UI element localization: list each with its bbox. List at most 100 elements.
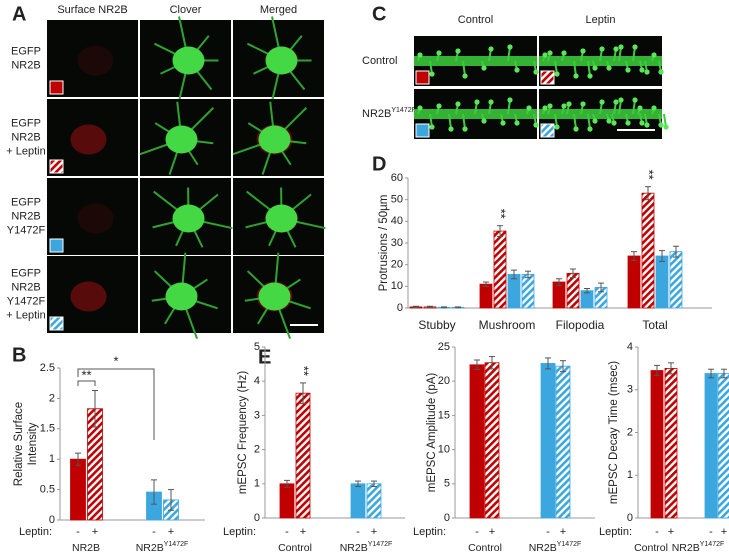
spine-head (436, 50, 442, 56)
spine-head (618, 97, 624, 103)
spine-head (613, 99, 619, 105)
y-tick-label: 1 (49, 453, 55, 465)
x-tick-label: + (668, 526, 674, 538)
x-tick-label: + (168, 526, 174, 538)
spine-head (599, 99, 605, 105)
bar (650, 370, 664, 519)
spine-head (547, 50, 553, 56)
error-bar (168, 489, 174, 511)
bar (279, 483, 295, 519)
error-bar (474, 359, 480, 371)
column-header: Leptin (586, 14, 616, 26)
spine-head (561, 50, 567, 56)
spine-head (618, 44, 624, 50)
spine-head (417, 105, 423, 111)
y-tick-label: 10 (391, 280, 403, 292)
spine-head (514, 67, 520, 73)
error-bar (570, 268, 576, 279)
bar (566, 272, 580, 309)
significance: ** (297, 366, 312, 376)
column-header: Clover (170, 4, 202, 16)
spine-head (554, 71, 560, 77)
x-tick-label: + (92, 526, 98, 538)
soma (172, 46, 205, 75)
spine-head (639, 67, 645, 73)
spine-head (481, 118, 487, 124)
row-label: EGFP (11, 196, 41, 208)
error-bar (75, 452, 81, 466)
error-bar (673, 245, 679, 258)
spine-head (507, 97, 513, 103)
bar (552, 281, 566, 309)
condition-swatch (49, 80, 64, 95)
error-bar (413, 305, 419, 309)
spine-head (566, 101, 572, 107)
row-label: Y1472F (7, 224, 46, 236)
soma (258, 125, 291, 154)
group-label: Control (468, 542, 502, 554)
bar (627, 255, 641, 309)
group-label-sup: Y1472F (368, 541, 393, 548)
error-bar (371, 480, 377, 488)
row-label: + Leptin (6, 145, 45, 157)
group-label: NR2BY1472F (136, 541, 189, 554)
error-bar (427, 305, 433, 309)
spine-head (462, 73, 468, 79)
spine-head (658, 69, 664, 75)
bar (469, 364, 485, 519)
error-bar (151, 479, 157, 505)
bar (350, 483, 366, 519)
spine-head (639, 120, 645, 126)
error-bar (441, 306, 447, 309)
error-bar (483, 281, 489, 287)
bar (70, 458, 86, 521)
condition-swatch (49, 159, 64, 174)
spine-head (651, 105, 657, 111)
x-tick-label: Total (642, 318, 667, 332)
red-signal (77, 45, 114, 76)
group-label: Control (278, 542, 312, 554)
y-tick-label: 15 (438, 409, 450, 421)
x-tick-label: + (300, 526, 306, 538)
error-bar (545, 357, 551, 370)
row-label: NR2B (11, 210, 40, 222)
spine-head (625, 120, 631, 126)
spine-head (488, 46, 494, 52)
condition-swatch (540, 70, 555, 85)
y-axis-label: mEPSC Frequency (Hz) (237, 371, 249, 495)
bar (484, 362, 500, 519)
bar (521, 274, 535, 309)
group-label: NR2B (72, 542, 100, 554)
condition-swatch (49, 238, 64, 253)
significance-bracket (77, 380, 96, 386)
bar (540, 363, 556, 519)
significance: ** (81, 367, 91, 382)
y-tick-label: 2 (254, 444, 260, 456)
y-tick-label: 0 (627, 512, 633, 524)
group-label-base: NR2B (340, 542, 368, 554)
column-header: Control (458, 14, 493, 26)
spine-head (613, 46, 619, 52)
column-header: Merged (260, 4, 297, 16)
error-bar (92, 389, 98, 428)
y-axis-label: Relative Surface (13, 402, 25, 486)
soma (172, 204, 205, 233)
error-bar (708, 368, 714, 379)
x-tick-label: - (356, 526, 360, 538)
significance: * (113, 353, 118, 368)
row-label-sup: Y1472F (391, 107, 416, 114)
spine-head (481, 65, 487, 71)
y-tick-label: 0 (49, 514, 55, 526)
spine-head (429, 124, 435, 130)
significance-bracket (77, 368, 155, 440)
spine-head (514, 120, 520, 126)
x-tick-label: - (285, 526, 289, 538)
x-tick-label: + (560, 526, 566, 538)
spine-head (573, 73, 579, 79)
spine-head (663, 124, 669, 130)
y-axis-label: mEPSC Decay Time (msec) (608, 361, 620, 504)
x-tick-label: + (371, 526, 377, 538)
row-label: EGFP (11, 45, 41, 57)
spine-head (592, 118, 598, 124)
